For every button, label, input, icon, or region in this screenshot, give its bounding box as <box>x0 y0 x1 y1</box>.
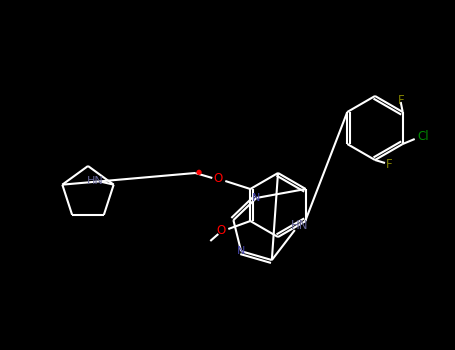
Text: HN: HN <box>87 176 104 186</box>
Text: N: N <box>252 193 261 203</box>
Text: F: F <box>386 159 392 172</box>
Text: Cl: Cl <box>417 130 429 142</box>
Text: F: F <box>397 93 404 106</box>
Text: O: O <box>217 224 226 238</box>
Text: O: O <box>214 173 223 186</box>
Text: ●: ● <box>195 169 202 175</box>
Text: N: N <box>237 246 245 256</box>
Text: HN: HN <box>291 218 308 232</box>
